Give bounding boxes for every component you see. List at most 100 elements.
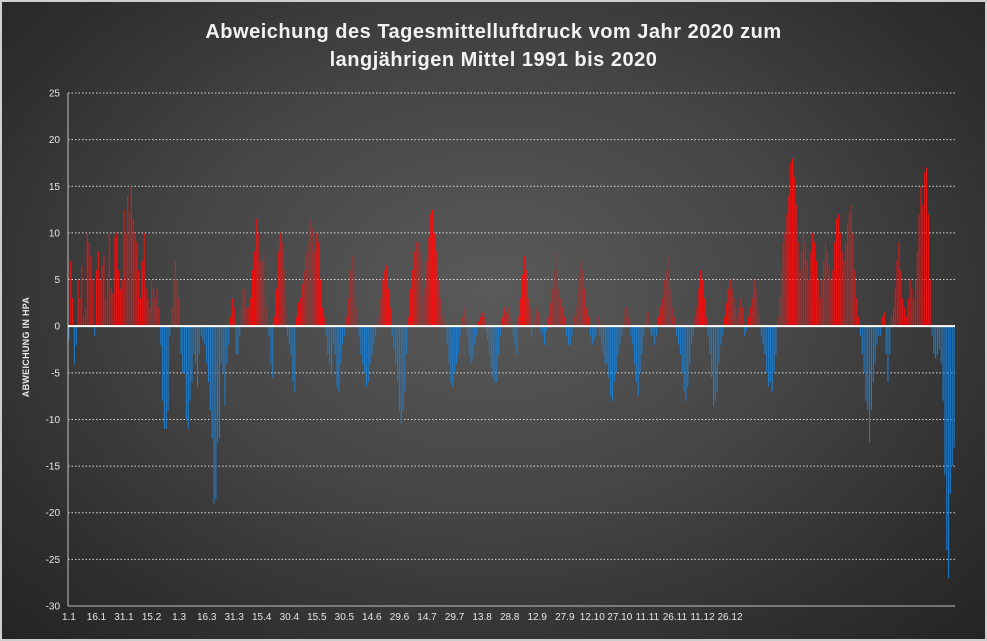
bar	[264, 298, 266, 327]
bar	[323, 316, 325, 327]
bar	[353, 256, 355, 327]
bar	[793, 176, 795, 327]
bar	[622, 316, 625, 327]
bar	[270, 326, 272, 364]
bar	[536, 307, 538, 327]
bar	[92, 279, 94, 327]
bar	[305, 251, 307, 327]
bar	[492, 326, 494, 378]
bar	[362, 326, 364, 364]
bar	[389, 307, 391, 327]
bar	[507, 307, 509, 327]
bar	[162, 326, 164, 401]
bar	[788, 195, 790, 327]
bar	[896, 260, 898, 327]
bar	[79, 298, 81, 327]
y-tick-label: -5	[51, 368, 60, 379]
bar	[330, 326, 333, 373]
bar	[597, 316, 599, 327]
y-tick-label: -30	[46, 602, 61, 613]
bar	[195, 326, 197, 364]
bar	[435, 251, 437, 327]
bar	[859, 326, 861, 336]
bar	[911, 288, 913, 327]
bar	[569, 326, 571, 345]
bar	[819, 298, 821, 327]
bar	[854, 270, 856, 327]
bar	[514, 326, 516, 345]
bar	[766, 326, 768, 373]
bar	[248, 307, 250, 327]
y-tick-label: 25	[49, 89, 61, 100]
bar	[672, 307, 674, 327]
bar	[738, 307, 740, 327]
bar	[716, 326, 718, 392]
bar	[799, 270, 801, 327]
bar	[229, 316, 232, 327]
bar	[411, 270, 413, 327]
bar	[951, 326, 953, 467]
bar	[354, 298, 356, 327]
x-tick-label: 29.7	[445, 612, 465, 623]
bar	[397, 326, 399, 383]
bar	[828, 265, 830, 327]
bar	[468, 326, 470, 355]
chart-title: Abweichung des Tagesmittelluftdruck vom …	[2, 18, 985, 74]
bar	[762, 326, 764, 345]
bar	[933, 326, 935, 355]
bar	[176, 279, 178, 327]
bar	[209, 326, 211, 411]
bar	[558, 288, 560, 327]
bar	[336, 326, 338, 387]
bar	[942, 326, 944, 401]
bar	[742, 307, 744, 327]
bar	[736, 316, 738, 327]
x-tick-label: 27.10	[607, 612, 632, 623]
bar	[848, 214, 850, 327]
bar	[751, 298, 753, 327]
bar	[310, 218, 312, 327]
bar	[922, 204, 924, 327]
bar	[86, 232, 88, 327]
bar	[108, 232, 110, 327]
bar	[856, 298, 858, 327]
bar	[652, 326, 654, 336]
bar	[365, 326, 367, 387]
bar	[409, 288, 412, 327]
bar	[99, 279, 101, 327]
bar	[408, 316, 410, 327]
bar	[443, 312, 445, 327]
bar	[758, 316, 760, 327]
bar	[845, 242, 847, 327]
bar	[929, 279, 931, 327]
bar	[487, 326, 489, 341]
bar	[903, 307, 906, 327]
bar	[790, 162, 792, 327]
bar	[678, 326, 680, 345]
bar	[439, 298, 441, 327]
bar	[180, 326, 182, 355]
bar	[617, 326, 619, 355]
y-tick-label: -20	[46, 508, 61, 519]
bar	[400, 326, 402, 425]
bar	[127, 195, 129, 327]
x-tick-label: 15.4	[252, 612, 272, 623]
bar	[586, 307, 588, 327]
axes	[67, 93, 955, 607]
bar	[253, 251, 255, 327]
bar	[398, 326, 401, 411]
bar	[712, 326, 715, 406]
bar	[701, 279, 704, 327]
bar	[200, 326, 202, 336]
bar	[472, 326, 474, 359]
bar	[600, 326, 603, 345]
x-tick-label: 11.11	[636, 612, 660, 623]
bar	[746, 326, 748, 331]
bar	[714, 326, 716, 401]
bar	[940, 326, 942, 364]
bar	[193, 326, 195, 355]
bar	[661, 298, 663, 327]
bar	[375, 326, 377, 336]
bar	[255, 218, 257, 327]
bar	[139, 298, 142, 327]
